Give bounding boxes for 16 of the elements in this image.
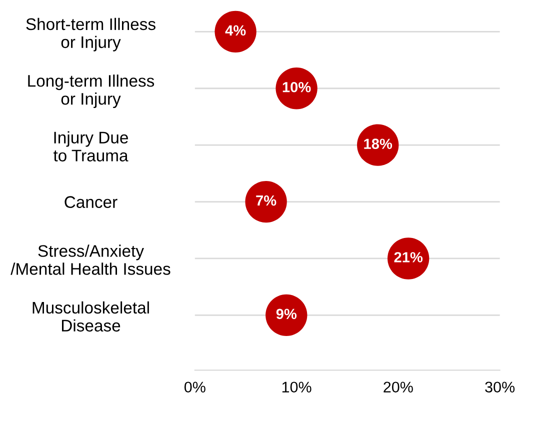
y-tick-label: Musculoskeletal Disease <box>32 301 149 332</box>
data-label: 7% <box>256 195 276 206</box>
data-label: 10% <box>282 82 311 92</box>
y-tick-label: Stress/Anxiety /Mental Health Issues <box>10 244 170 275</box>
x-tick-label: 20% <box>384 382 413 393</box>
data-label: 18% <box>364 138 392 149</box>
data-label: 9% <box>276 308 297 320</box>
y-tick-label: Long-term Illness or Injury <box>28 74 154 108</box>
x-tick-label: 0% <box>184 382 206 393</box>
y-tick-label: Short-term Illness or Injury <box>26 18 156 52</box>
data-label: 21% <box>394 252 423 262</box>
x-tick-label: 10% <box>282 382 312 393</box>
y-tick-label: Injury Due to Trauma <box>53 131 128 162</box>
data-label: 4% <box>225 25 246 36</box>
x-tick-label: 30% <box>485 382 515 393</box>
y-tick-label: Cancer <box>64 196 118 208</box>
